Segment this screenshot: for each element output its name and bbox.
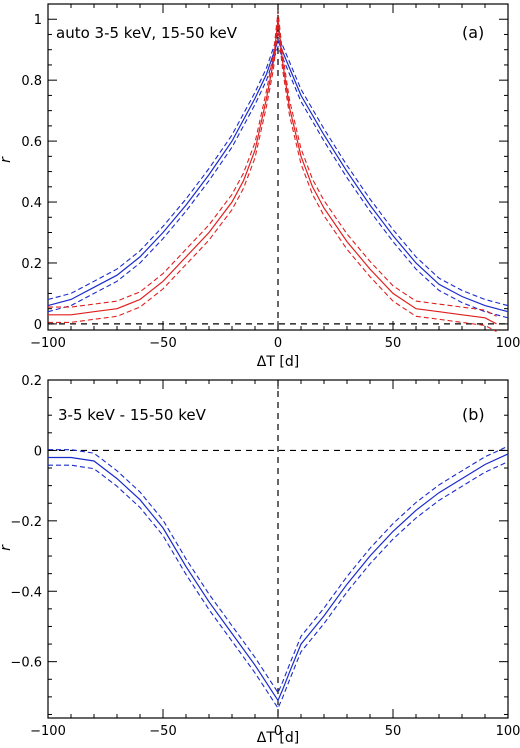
annotation-a: auto 3-5 keV, 15-50 keV [56,24,238,42]
x-tick-label: −100 [30,336,66,351]
panel-a: −100 −50 0 50 100 0 0.2 0.4 0.6 0.8 1 auto 3-5 keV… [0,3,520,370]
y-tick-label: −0.2 [10,515,42,530]
y-tick-label: 0 [34,444,42,459]
y-tick-label: 0.6 [21,135,42,150]
xlabel-a: ΔT [d] [257,354,299,370]
ylabel-b: r [0,544,14,551]
ylabel-a: r [0,156,14,163]
x-tick-label: 100 [496,724,520,739]
xlabel-b: ΔT [d] [257,730,299,746]
x-tick-label: −50 [149,336,176,351]
y-tick-label: 1 [34,13,42,28]
x-tick-label: 50 [385,336,402,351]
series-group-b [48,380,509,718]
series-red-line-a [48,19,497,325]
y-tick-label: 0.2 [21,257,42,272]
panel-b: −100 −50 0 50 100 −0.6 −0.4 −0.2 0 0.2 3-5 keV - … [0,374,520,746]
x-tick-label: −100 [30,724,66,739]
x-tick-label: 50 [385,724,402,739]
series-blue-line-b [48,453,509,702]
series-blue-upper-band-a [47,32,509,307]
y-tick-label: 0.8 [21,74,42,89]
series-blue-lower-band-b [48,461,509,710]
panel-label-a: (a) [462,23,484,42]
ticks-group-b: −100 −50 0 50 100 −0.6 −0.4 −0.2 0 0.2 [10,374,520,739]
ticks-group-a: −100 −50 0 50 100 0 0.2 0.4 0.6 0.8 1 [21,3,520,351]
y-tick-label: −0.4 [10,585,42,600]
y-tick-label: 0 [34,318,42,333]
x-tick-label: 0 [274,336,282,351]
series-group-a [47,4,509,332]
x-tick-label: 0 [274,724,282,739]
series-blue-line-a [47,38,509,313]
y-tick-label: 0.2 [21,374,42,389]
x-tick-label: 100 [496,336,520,351]
series-red-lower-band-a [48,26,497,332]
y-tick-label: 0.4 [21,196,42,211]
annotation-b: 3-5 keV - 15-50 keV [58,406,207,424]
series-blue-lower-band-a [47,45,509,319]
y-tick-label: −0.6 [10,656,42,671]
series-blue-upper-band-b [48,445,509,694]
panel-label-b: (b) [462,405,485,424]
x-tick-label: −50 [149,724,176,739]
